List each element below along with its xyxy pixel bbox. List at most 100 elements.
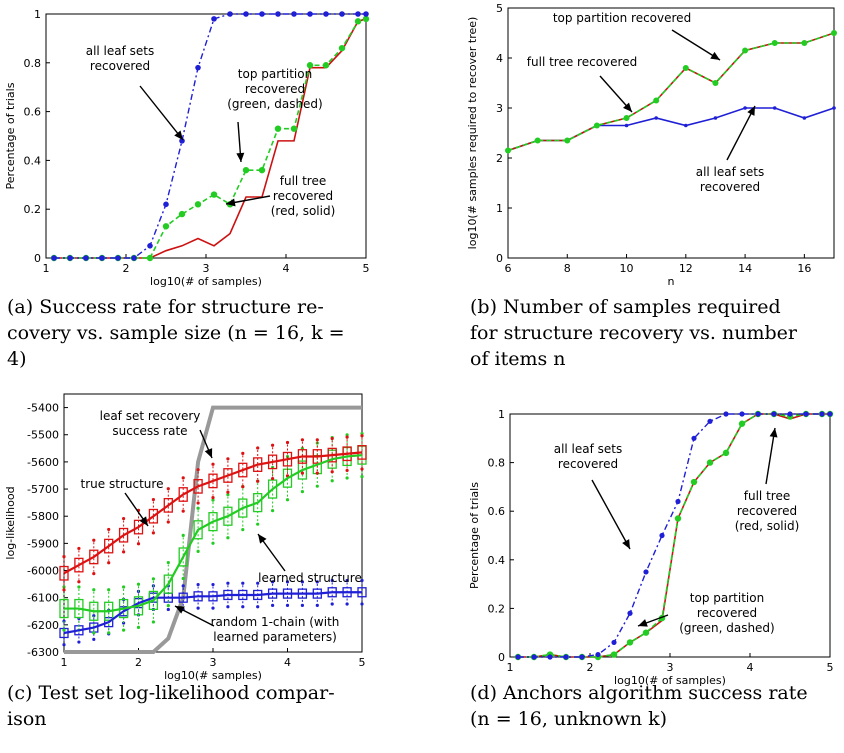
outlier-true xyxy=(241,485,245,489)
annotation-label: all leaf sets xyxy=(86,44,155,58)
data-point-top xyxy=(162,223,170,230)
outlier-random xyxy=(241,605,245,609)
outlier-true xyxy=(181,509,185,513)
outlier-random xyxy=(345,602,349,606)
data-point-top xyxy=(706,459,714,466)
box-learned xyxy=(208,512,218,532)
box-true xyxy=(148,508,159,524)
data-point-leaf xyxy=(163,201,169,208)
arrow-head xyxy=(710,51,720,60)
plot-c: 1 2 3 4 5 -5400 -5500 -5600 -5700 -5800 -5900 -6000… xyxy=(4,393,367,682)
data-point-top xyxy=(564,137,571,144)
outlier-random xyxy=(256,605,260,609)
outlier-true xyxy=(181,476,185,480)
outlier-learned xyxy=(92,631,96,635)
series-line-leafrate xyxy=(64,405,362,654)
outlier-true xyxy=(122,516,126,521)
annotation-label: recovered xyxy=(700,180,760,194)
annotation-arrow xyxy=(139,85,184,141)
x-tick-label: 12 xyxy=(679,262,693,275)
data-point-leaf xyxy=(691,435,697,441)
outlier-random xyxy=(360,602,364,606)
data-point-top xyxy=(593,122,600,129)
y-tick-label: -6000 xyxy=(27,565,59,578)
y-tick-label: -5500 xyxy=(27,429,59,442)
outlier-true xyxy=(330,436,334,441)
y-axis-label: log-likelihood xyxy=(4,486,17,559)
data-point-top xyxy=(210,191,218,198)
data-point-top xyxy=(146,254,154,262)
box-true xyxy=(238,462,248,478)
outlier-random xyxy=(300,603,304,607)
outlier-true xyxy=(315,438,319,442)
data-point-top xyxy=(362,15,370,23)
data-point-top xyxy=(738,420,746,427)
chart-a: 1 2 3 4 5 0 0.2 0.4 0.6 0.8 1 log10(# of samples) Pe… xyxy=(4,8,370,288)
data-point-leaf xyxy=(802,116,807,120)
box-learned xyxy=(297,460,308,480)
outlier-random xyxy=(330,578,334,583)
box-true xyxy=(133,519,144,535)
outlier-learned xyxy=(300,489,304,494)
annotation-label: success rate xyxy=(112,424,187,438)
outlier-random xyxy=(122,621,126,625)
outlier-true xyxy=(166,487,170,491)
data-point-leaf xyxy=(643,569,649,575)
data-point-leaf xyxy=(99,255,105,261)
data-point-top xyxy=(690,478,698,486)
annotation-label: recovered xyxy=(273,189,333,203)
outlier-learned xyxy=(271,509,275,513)
x-axis-label: n xyxy=(668,275,675,288)
y-tick-label: 0.6 xyxy=(488,505,506,518)
outlier-random xyxy=(330,602,334,606)
outlier-learned xyxy=(196,506,200,510)
annotation-label: learned parameters) xyxy=(213,630,337,644)
annotation-label: recovered xyxy=(90,59,150,73)
arrow-head xyxy=(236,152,245,162)
caption-line: of items n xyxy=(470,348,566,370)
y-tick-label: -5600 xyxy=(27,456,59,469)
arrow-head xyxy=(175,606,185,614)
data-point-leaf xyxy=(291,11,297,17)
annotation-label: full tree xyxy=(744,489,790,503)
data-point-leaf xyxy=(243,11,249,17)
outlier-true xyxy=(360,467,364,471)
caption-line: (c) Test set log-likelihood compar- xyxy=(7,682,335,704)
outlier-learned xyxy=(211,541,215,545)
data-point-top xyxy=(610,651,618,658)
outlier-random xyxy=(285,580,290,584)
box-true xyxy=(104,538,114,554)
outlier-true xyxy=(226,490,230,494)
box-learned xyxy=(238,498,248,518)
box-true xyxy=(178,487,188,502)
x-tick-label: 14 xyxy=(738,262,752,275)
caption-line: covery vs. sample size (n = 16, k = xyxy=(7,322,345,344)
outlier-learned xyxy=(345,476,349,480)
annotation-label: learned structure xyxy=(258,571,362,585)
data-point-leaf xyxy=(67,255,73,261)
y-tick-label: 4 xyxy=(496,52,503,65)
outlier-learned xyxy=(122,628,126,632)
data-point-leaf xyxy=(339,11,345,17)
chart-c: 1 2 3 4 5 -5400 -5500 -5600 -5700 -5800 -5900 -6000… xyxy=(4,393,367,682)
outlier-random xyxy=(181,584,185,588)
data-point-leaf xyxy=(323,11,329,17)
box-true xyxy=(208,473,218,489)
outlier-true xyxy=(256,446,260,450)
y-tick-label: 0.8 xyxy=(24,57,42,70)
outlier-true xyxy=(271,476,275,481)
data-point-top xyxy=(682,65,689,71)
data-point-leaf xyxy=(684,123,688,128)
x-axis-label: log10(# of samples) xyxy=(150,275,262,288)
box-true xyxy=(163,497,173,513)
data-point-leaf xyxy=(707,418,713,424)
x-axis-label: log10(# of samples) xyxy=(614,674,726,687)
outlier-random xyxy=(285,603,290,607)
outlier-learned xyxy=(226,493,230,497)
box-learned xyxy=(148,590,159,611)
data-point-leaf xyxy=(771,411,777,417)
y-tick-label: 1 xyxy=(34,8,41,21)
data-point-top xyxy=(722,449,730,457)
data-point-top xyxy=(742,47,749,54)
